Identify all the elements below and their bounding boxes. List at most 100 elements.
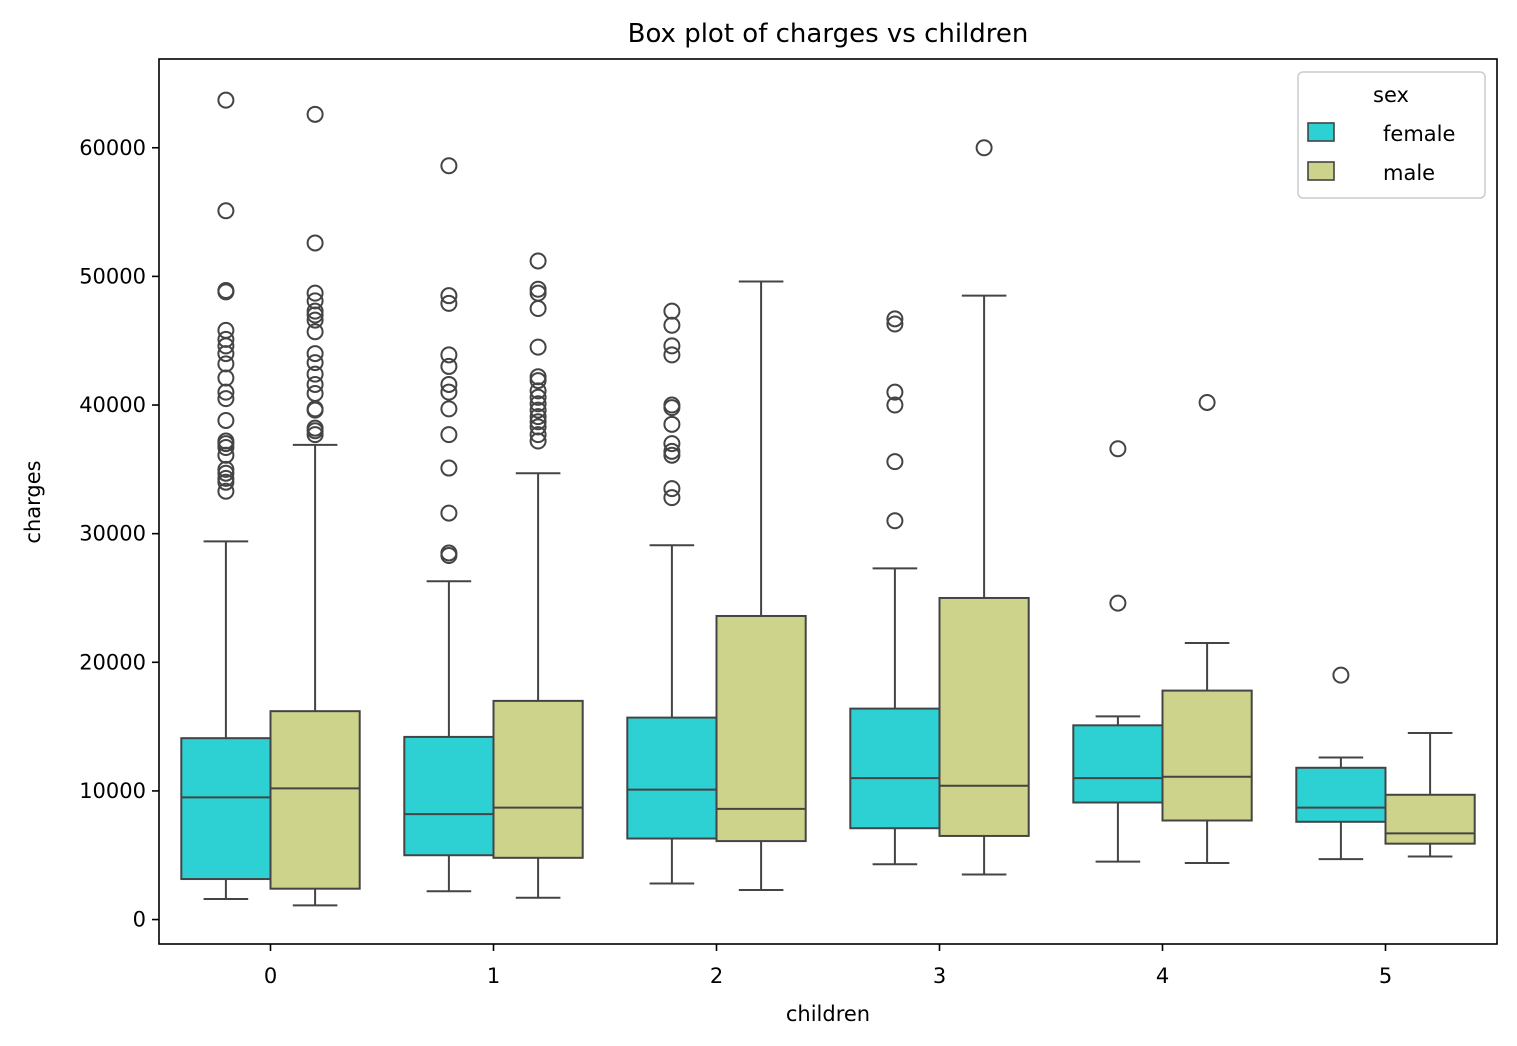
outlier-point	[886, 396, 904, 414]
outlier-point	[663, 346, 681, 364]
outlier-point	[529, 408, 547, 426]
legend: sex female male	[1297, 71, 1486, 199]
outlier-point	[306, 311, 324, 329]
outlier-point	[306, 419, 324, 437]
outlier-point	[440, 346, 458, 364]
y-tick-label: 30000	[79, 522, 146, 546]
x-tick-label: 4	[1156, 964, 1169, 988]
outlier-point	[217, 321, 235, 339]
legend-label-male: male	[1383, 161, 1435, 185]
outlier-point	[306, 345, 324, 363]
outlier-point	[663, 337, 681, 355]
outlier-point	[306, 365, 324, 383]
y-tick-label: 0	[133, 908, 146, 932]
outlier-point	[663, 435, 681, 453]
outlier-point	[217, 390, 235, 408]
outlier-point	[663, 480, 681, 498]
outlier-point	[217, 432, 235, 450]
x-axis-label: children	[786, 1002, 870, 1026]
y-tick-label: 20000	[79, 650, 146, 674]
outlier-point	[306, 375, 324, 393]
outlier-point	[529, 300, 547, 318]
outlier-point	[529, 401, 547, 419]
outlier-point	[306, 354, 324, 372]
outlier-point	[440, 426, 458, 444]
box-male-1	[492, 699, 584, 859]
box-female-4	[1072, 724, 1164, 804]
box-male-0	[269, 710, 361, 890]
outlier-point	[663, 396, 681, 414]
box-male-5	[1384, 793, 1476, 845]
outlier-point	[440, 357, 458, 375]
outlier-point	[1109, 440, 1127, 458]
outlier-point	[663, 489, 681, 507]
outlier-point	[529, 395, 547, 413]
legend-swatch-male	[1307, 161, 1335, 181]
outlier-point	[217, 282, 235, 300]
box-male-3	[938, 596, 1030, 837]
outlier-point	[306, 292, 324, 310]
box-male-2	[715, 614, 807, 843]
outlier-point	[1198, 393, 1216, 411]
x-tick-label: 0	[264, 964, 277, 988]
outlier-point	[306, 234, 324, 252]
x-tick-label: 3	[933, 964, 946, 988]
outlier-point	[306, 384, 324, 402]
outlier-point	[217, 202, 235, 220]
x-tick-label: 1	[487, 964, 500, 988]
outlier-point	[217, 411, 235, 429]
y-tick-label: 60000	[79, 136, 146, 160]
outlier-point	[440, 383, 458, 401]
legend-title: sex	[1373, 83, 1409, 107]
box-male-4	[1161, 689, 1253, 822]
outlier-point	[306, 284, 324, 302]
box-female-2	[626, 716, 718, 840]
outlier-point	[1109, 594, 1127, 612]
outlier-point	[529, 252, 547, 270]
outlier-point	[440, 459, 458, 477]
legend-swatch-female	[1307, 122, 1335, 142]
outlier-point	[529, 426, 547, 444]
outlier-point	[886, 315, 904, 333]
outlier-point	[529, 338, 547, 356]
plot-frame	[158, 58, 1498, 945]
box-female-0	[180, 737, 272, 881]
outlier-point	[217, 91, 235, 109]
y-tick-label: 40000	[79, 393, 146, 417]
outlier-point	[440, 157, 458, 175]
outlier-point	[306, 302, 324, 320]
legend-frame	[1297, 71, 1486, 199]
box-female-5	[1295, 766, 1387, 823]
box-female-3	[849, 707, 941, 830]
y-tick-label: 50000	[79, 264, 146, 288]
outlier-point	[529, 413, 547, 431]
outlier-point	[975, 139, 993, 157]
outlier-point	[529, 388, 547, 406]
outlier-point	[1332, 666, 1350, 684]
outlier-point	[217, 369, 235, 387]
y-tick-label: 10000	[79, 779, 146, 803]
outlier-point	[306, 323, 324, 341]
outlier-point	[663, 442, 681, 460]
x-tick-label: 5	[1379, 964, 1392, 988]
outlier-point	[440, 294, 458, 312]
outlier-point	[886, 310, 904, 328]
outlier-point	[886, 383, 904, 401]
outlier-point	[306, 105, 324, 123]
outlier-point	[440, 287, 458, 305]
outlier-point	[217, 469, 235, 487]
outlier-point	[529, 368, 547, 386]
plot-area: 0 10000 20000 30000 40000 50000 60000 0 1 2 3 4 5	[79, 91, 1476, 988]
chart-title: Box plot of charges vs children	[628, 19, 1029, 49]
outlier-point	[886, 512, 904, 530]
outlier-point	[217, 330, 235, 348]
y-axis-label: charges	[21, 460, 45, 543]
outlier-point	[440, 375, 458, 393]
outlier-point	[440, 544, 458, 562]
outlier-point	[217, 482, 235, 500]
outlier-point	[886, 453, 904, 471]
outlier-point	[440, 504, 458, 522]
outlier-point	[663, 415, 681, 433]
outlier-point	[440, 400, 458, 418]
